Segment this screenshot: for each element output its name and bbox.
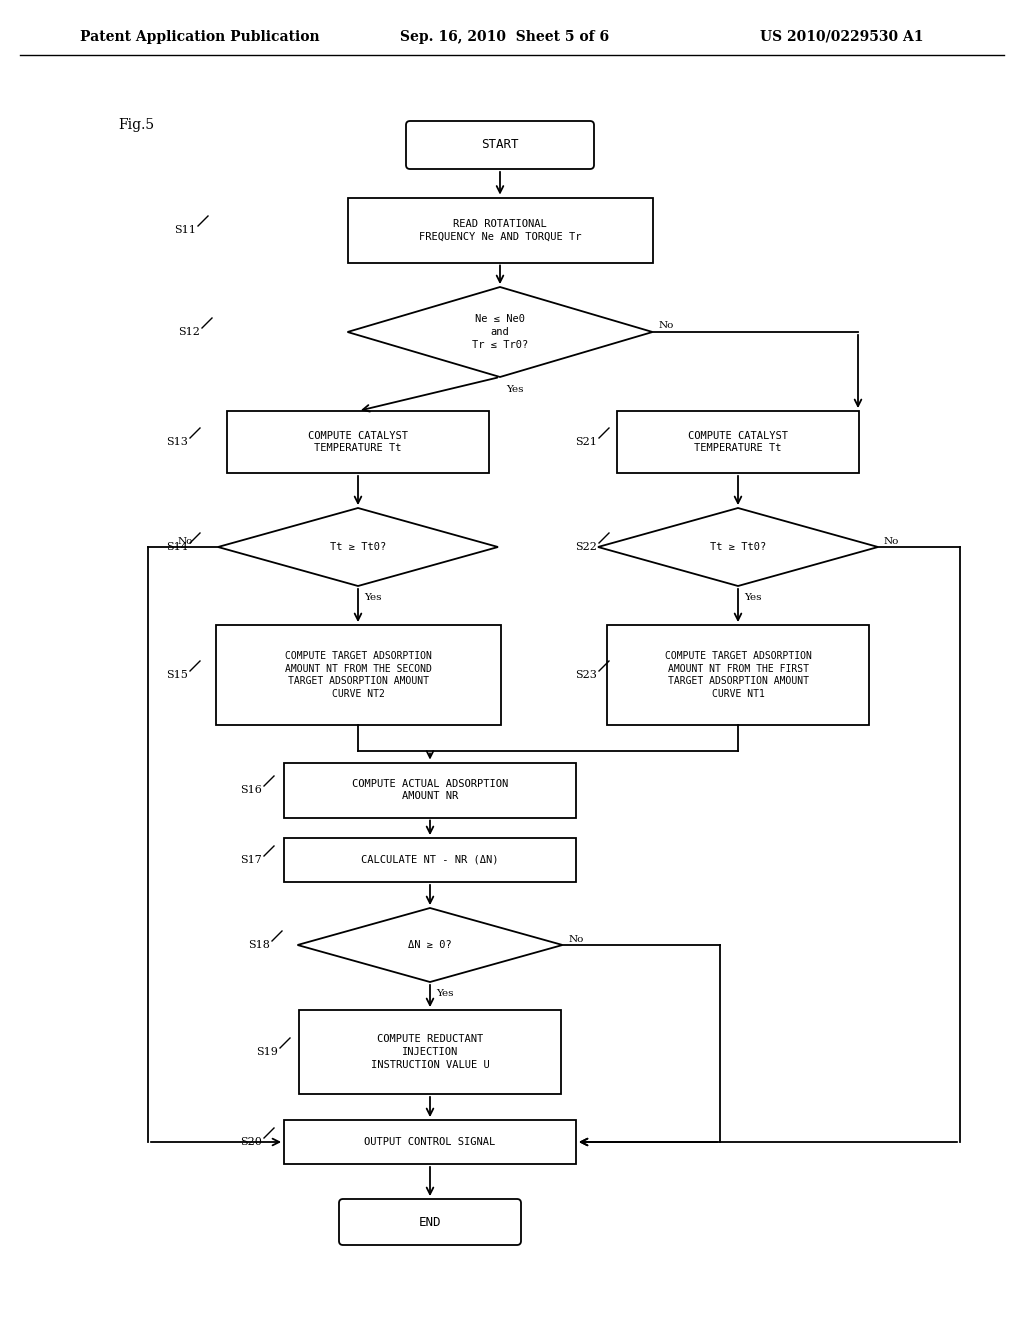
Text: No: No — [884, 536, 899, 545]
Text: S14: S14 — [166, 543, 188, 552]
Text: S11: S11 — [174, 224, 196, 235]
Text: Yes: Yes — [436, 990, 454, 998]
Text: Fig.5: Fig.5 — [118, 117, 155, 132]
Text: END: END — [419, 1216, 441, 1229]
Text: S19: S19 — [256, 1047, 278, 1057]
Bar — [284, 1119, 575, 1164]
Text: Yes: Yes — [506, 384, 523, 393]
Text: COMPUTE ACTUAL ADSORPTION
AMOUNT NR: COMPUTE ACTUAL ADSORPTION AMOUNT NR — [352, 779, 508, 801]
Text: Tt ≥ Tt0?: Tt ≥ Tt0? — [330, 543, 386, 552]
Text: COMPUTE TARGET ADSORPTION
AMOUNT NT FROM THE FIRST
TARGET ADSORPTION AMOUNT
CURV: COMPUTE TARGET ADSORPTION AMOUNT NT FROM… — [665, 651, 811, 700]
Bar — [617, 411, 859, 473]
Text: START: START — [481, 139, 519, 152]
Text: COMPUTE CATALYST
TEMPERATURE Tt: COMPUTE CATALYST TEMPERATURE Tt — [688, 430, 788, 453]
Text: Patent Application Publication: Patent Application Publication — [80, 30, 319, 44]
Polygon shape — [218, 508, 498, 586]
Text: Sep. 16, 2010  Sheet 5 of 6: Sep. 16, 2010 Sheet 5 of 6 — [400, 30, 609, 44]
Text: S22: S22 — [575, 543, 597, 552]
Text: S12: S12 — [178, 327, 200, 337]
FancyBboxPatch shape — [406, 121, 594, 169]
Text: S18: S18 — [248, 940, 270, 950]
Bar — [299, 1010, 561, 1094]
Text: COMPUTE CATALYST
TEMPERATURE Tt: COMPUTE CATALYST TEMPERATURE Tt — [308, 430, 408, 453]
Text: Tt ≥ Tt0?: Tt ≥ Tt0? — [710, 543, 766, 552]
Text: US 2010/0229530 A1: US 2010/0229530 A1 — [760, 30, 924, 44]
Text: ΔN ≥ 0?: ΔN ≥ 0? — [409, 940, 452, 950]
Text: No: No — [658, 322, 674, 330]
Bar — [284, 763, 575, 817]
Text: COMPUTE REDUCTANT
INJECTION
INSTRUCTION VALUE U: COMPUTE REDUCTANT INJECTION INSTRUCTION … — [371, 1034, 489, 1069]
Text: S15: S15 — [166, 671, 188, 680]
Bar — [215, 624, 501, 725]
Bar — [227, 411, 489, 473]
Text: S20: S20 — [240, 1137, 262, 1147]
Polygon shape — [347, 286, 652, 378]
Text: S16: S16 — [240, 785, 262, 795]
Text: READ ROTATIONAL
FREQUENCY Ne AND TORQUE Tr: READ ROTATIONAL FREQUENCY Ne AND TORQUE … — [419, 219, 582, 242]
Text: S21: S21 — [575, 437, 597, 447]
Polygon shape — [598, 508, 878, 586]
Text: Ne ≤ Ne0
and
Tr ≤ Tr0?: Ne ≤ Ne0 and Tr ≤ Tr0? — [472, 314, 528, 350]
Text: S13: S13 — [166, 437, 188, 447]
Bar — [607, 624, 869, 725]
Text: CALCULATE NT - NR (ΔN): CALCULATE NT - NR (ΔN) — [361, 855, 499, 865]
Text: No: No — [568, 935, 584, 944]
Text: S17: S17 — [241, 855, 262, 865]
Text: OUTPUT CONTROL SIGNAL: OUTPUT CONTROL SIGNAL — [365, 1137, 496, 1147]
Text: No: No — [178, 536, 194, 545]
Text: S23: S23 — [575, 671, 597, 680]
Text: Yes: Yes — [744, 594, 762, 602]
Bar — [284, 838, 575, 882]
Text: Yes: Yes — [364, 594, 382, 602]
FancyBboxPatch shape — [339, 1199, 521, 1245]
Polygon shape — [298, 908, 562, 982]
Text: COMPUTE TARGET ADSORPTION
AMOUNT NT FROM THE SECOND
TARGET ADSORPTION AMOUNT
CUR: COMPUTE TARGET ADSORPTION AMOUNT NT FROM… — [285, 651, 431, 700]
Bar — [347, 198, 652, 263]
